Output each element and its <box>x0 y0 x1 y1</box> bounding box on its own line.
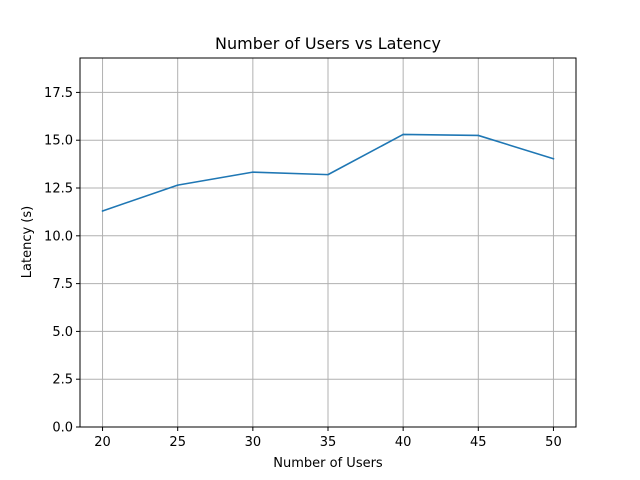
chart-title: Number of Users vs Latency <box>215 34 441 53</box>
y-tick-label: 17.5 <box>44 86 73 101</box>
x-tick-label: 30 <box>245 435 262 450</box>
x-tick-label: 35 <box>320 435 337 450</box>
data-point <box>252 171 254 173</box>
data-point <box>402 133 404 136</box>
series-layer <box>101 133 555 212</box>
data-point <box>477 134 480 137</box>
y-tick-label: 2.5 <box>52 373 73 388</box>
data-point <box>101 210 104 212</box>
y-tick-label: 10.0 <box>44 229 73 244</box>
data-point <box>327 173 329 176</box>
y-tick-label: 0.0 <box>52 421 73 436</box>
y-axis-label: Latency (s) <box>20 206 35 278</box>
x-tick-label: 45 <box>470 435 487 450</box>
y-tick-label: 7.5 <box>52 277 73 292</box>
x-tick-label: 50 <box>545 435 562 450</box>
y-tick-label: 12.5 <box>44 182 73 197</box>
x-tick-label: 40 <box>395 435 412 450</box>
axis-ticks: 20 25 30 35 40 45 50 0.0 2.5 5.0 7.5 10.0 12.5 15.0 17… <box>44 86 562 450</box>
y-tick-label: 5.0 <box>52 325 73 340</box>
x-axis-label: Number of Users <box>273 456 383 471</box>
x-tick-label: 20 <box>94 435 111 450</box>
x-tick-label: 25 <box>169 435 186 450</box>
data-point <box>552 157 555 160</box>
y-tick-label: 15.0 <box>44 134 73 149</box>
data-point <box>176 184 179 186</box>
